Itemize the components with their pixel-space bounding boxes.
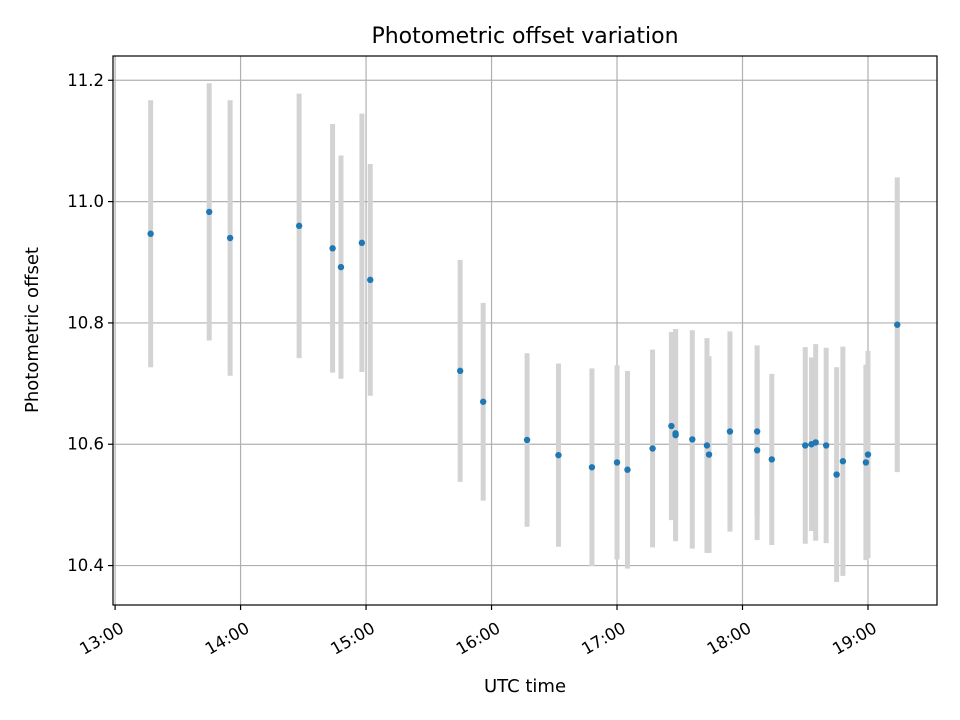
data-point [705,451,713,458]
data-point [649,445,656,452]
data-point [613,459,621,466]
data-point [555,451,562,459]
data-point [703,442,711,449]
data-point [839,458,847,465]
data-point [367,276,374,284]
data-point [295,222,303,230]
data-point [802,442,809,449]
grid [113,56,937,605]
data-point [689,436,696,443]
data-point [753,428,761,435]
y-axis-label: Photometric offset [22,247,43,413]
chart-title: Photometric offset variation [371,24,678,49]
data-point [479,398,487,405]
y-tick-label: 10.6 [67,435,104,454]
data-point [588,464,596,471]
data-point [822,442,830,449]
y-tick-label: 10.8 [67,313,104,332]
y-tick-label: 10.4 [67,556,104,575]
data-point [456,367,464,375]
data-point [329,245,336,252]
data-point [862,459,870,466]
data-point [624,466,631,473]
data-points [147,208,901,478]
data-point [337,263,345,271]
data-point [206,208,213,216]
data-point [358,239,366,247]
data-point [768,456,775,463]
y-tick-label: 11.0 [67,192,104,211]
x-axis-label: UTC time [484,676,566,697]
data-point [864,451,872,458]
y-axis-ticks: 10.4 10.6 10.8 11.0 11.2 [67,71,113,575]
data-point [523,436,531,444]
data-point [147,230,154,237]
data-point [812,439,819,446]
plot-frame [112,55,938,606]
data-point [226,234,234,242]
data-point [753,447,761,454]
data-point [833,471,840,478]
y-tick-label: 11.2 [67,71,104,90]
data-point [668,422,675,430]
data-point [726,428,734,435]
data-point [894,321,901,328]
data-point [672,430,679,437]
